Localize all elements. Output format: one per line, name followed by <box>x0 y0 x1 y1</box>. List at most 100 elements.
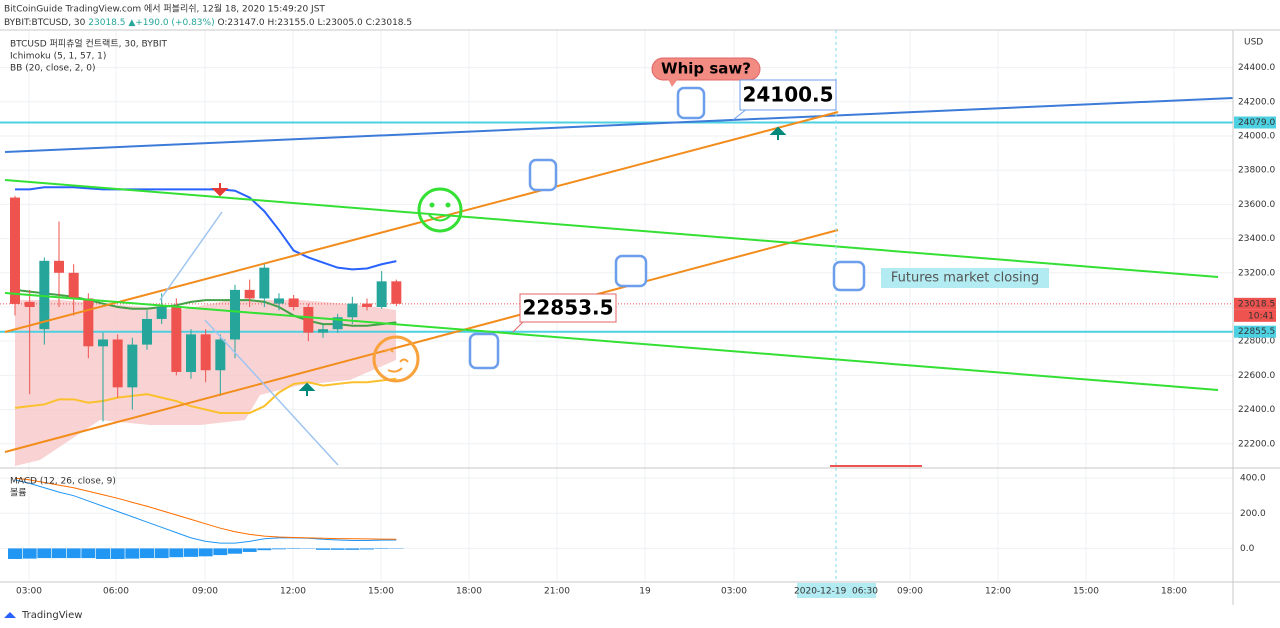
y-tick-label: 22400.0 <box>1238 405 1275 415</box>
candle-body <box>215 339 226 371</box>
price-tag-label: 22855.5 <box>1238 327 1275 337</box>
x-tick-label: 06:00 <box>103 587 129 597</box>
drawings <box>4 30 1234 582</box>
annotation: 22853.5 <box>522 296 613 320</box>
y-tick-label: 22600.0 <box>1238 371 1275 381</box>
trend-line <box>4 229 839 453</box>
trend-line <box>4 97 1234 153</box>
histogram-bar <box>242 548 257 552</box>
histogram-bar <box>125 548 140 559</box>
hand-icons <box>468 86 866 370</box>
candle-body <box>288 298 299 307</box>
candle-body <box>303 306 314 333</box>
histogram-bar <box>184 548 198 557</box>
hand-icon <box>528 158 558 192</box>
legend: BTCUSD 퍼피츄얼 컨트랙트, 30, BYBIT <box>10 39 168 50</box>
candle-body <box>332 317 343 330</box>
overlay-line <box>15 186 397 271</box>
price-tag-label: 23018.5 <box>1238 299 1275 309</box>
price-tag <box>1234 297 1276 310</box>
candle-body <box>274 298 284 304</box>
ohlc: C:23018.5 <box>366 18 413 28</box>
x-tick-label: 15:00 <box>1073 587 1099 597</box>
axes: 22200.022400.022600.022800.023000.023200… <box>16 38 1276 597</box>
histogram-bar <box>316 548 330 550</box>
callout-box <box>519 293 617 323</box>
histogram-bar <box>228 548 242 554</box>
ohlc: L:23005.0 <box>317 18 363 28</box>
price-tag-label: 24079.0 <box>1238 118 1275 128</box>
eye <box>429 202 435 208</box>
candle-body <box>186 334 196 372</box>
legend: 볼륨 <box>10 488 27 499</box>
main-pane <box>0 121 1233 422</box>
y-tick-label: 22200.0 <box>1238 439 1275 449</box>
y-tick-label: 200.0 <box>1240 509 1266 519</box>
x-tick-label: 12:00 <box>985 587 1011 597</box>
countdown-tag <box>1234 309 1276 322</box>
x-tick-label: 18:00 <box>1161 587 1187 597</box>
change: 23018.5 ▲+190.0 (+0.83%) <box>88 18 214 28</box>
histogram-bar <box>8 548 22 559</box>
hand-icon <box>468 332 500 370</box>
candle-body <box>83 298 94 347</box>
trend-line <box>4 292 1219 391</box>
y-tick-label: 23400.0 <box>1238 234 1275 244</box>
candle-body <box>10 197 20 304</box>
candle-body <box>24 301 35 307</box>
candle-body <box>230 289 240 340</box>
histogram-bar <box>345 548 360 550</box>
macd-pane <box>8 477 404 559</box>
candle-body <box>68 272 79 299</box>
publisher: BitCoinGuide TradingView.com 에서 퍼블리쉬, 12… <box>4 3 325 15</box>
histogram-bar <box>272 548 286 550</box>
callouts: Whip saw? 24100.5 22853.5 Futures market… <box>512 57 1049 333</box>
candle-body <box>142 318 152 345</box>
annotation: 24100.5 <box>742 83 833 107</box>
histogram-bar <box>330 548 345 550</box>
smiley <box>417 187 463 233</box>
candle-body <box>127 344 138 388</box>
histogram-bar <box>96 548 110 559</box>
y-tick-label: 23800.0 <box>1238 166 1275 176</box>
symbol: BYBIT:BTCUSD, 30 <box>4 18 86 28</box>
x-tick-label: 03:00 <box>721 587 747 597</box>
x-tick-label: 18:00 <box>456 587 482 597</box>
candle-body <box>200 334 211 371</box>
annotation: Whip saw? <box>661 60 751 78</box>
histogram-bar <box>286 548 301 549</box>
histogram-bar <box>169 548 184 558</box>
annotation: Futures market closing <box>891 271 1039 286</box>
x-tick-label: 09:00 <box>897 587 923 597</box>
dizzy-face <box>372 335 420 383</box>
y-tick-label: 0.0 <box>1240 544 1255 554</box>
legend: Ichimoku (5, 1, 57, 1) <box>10 52 106 62</box>
ohlc: O:23147.0 <box>217 18 264 28</box>
callout-box <box>739 79 837 111</box>
hand-icon <box>614 254 648 288</box>
y-tick-label: 24400.0 <box>1238 63 1275 73</box>
histogram-bar <box>66 548 81 559</box>
arrow <box>159 211 223 301</box>
brand: TradingView <box>21 610 82 621</box>
candle-body <box>54 260 64 273</box>
countdown: 10:41 <box>1248 311 1274 321</box>
y-tick-label: 22800.0 <box>1238 337 1275 347</box>
eye <box>445 202 451 208</box>
y-tick-label: 24000.0 <box>1238 132 1275 142</box>
histogram-bar <box>81 548 96 559</box>
candle-body <box>39 260 50 330</box>
mouth <box>428 214 452 222</box>
crosshair-label-bg <box>797 583 876 598</box>
candle-body <box>112 339 123 388</box>
histogram-bar <box>360 548 374 550</box>
candle-body <box>156 306 167 319</box>
candle-body <box>98 339 108 347</box>
candle-body <box>259 267 270 299</box>
histogram-bar <box>52 548 66 559</box>
arrow-down <box>211 183 229 197</box>
histogram-bar <box>22 548 37 559</box>
histogram-bar <box>140 548 154 559</box>
trend-line <box>4 179 1219 278</box>
